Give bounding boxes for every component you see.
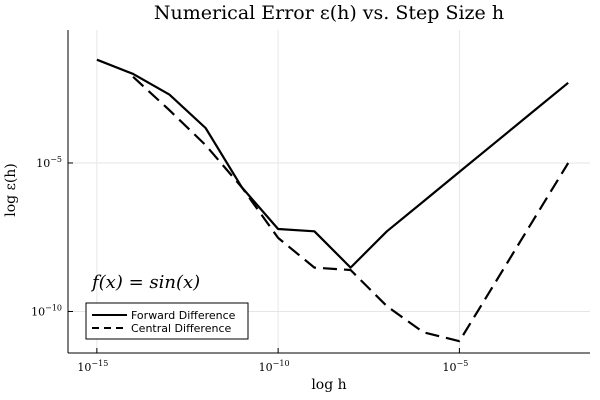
function-annotation: f(x) = sin(x)	[90, 272, 200, 293]
y-tick-label: 10−10	[31, 303, 62, 318]
x-tick-label: 10−5	[443, 359, 469, 374]
y-axis-label: log ε(h)	[3, 163, 19, 217]
legend-label-forward: Forward Difference	[131, 309, 236, 322]
legend-box	[85, 302, 249, 340]
legend: Forward Difference Central Difference	[85, 302, 249, 340]
y-tick-label: 10−5	[36, 155, 62, 170]
x-axis-label: log h	[311, 377, 346, 393]
legend-label-central: Central Difference	[131, 322, 231, 335]
x-tick-label: 10−15	[77, 359, 108, 374]
series	[96, 58, 570, 343]
x-tick-label: 10−10	[259, 359, 290, 374]
central-difference-line	[132, 75, 570, 343]
chart-title: Numerical Error ε(h) vs. Step Size h	[154, 2, 504, 24]
forward-difference-line	[96, 58, 569, 269]
